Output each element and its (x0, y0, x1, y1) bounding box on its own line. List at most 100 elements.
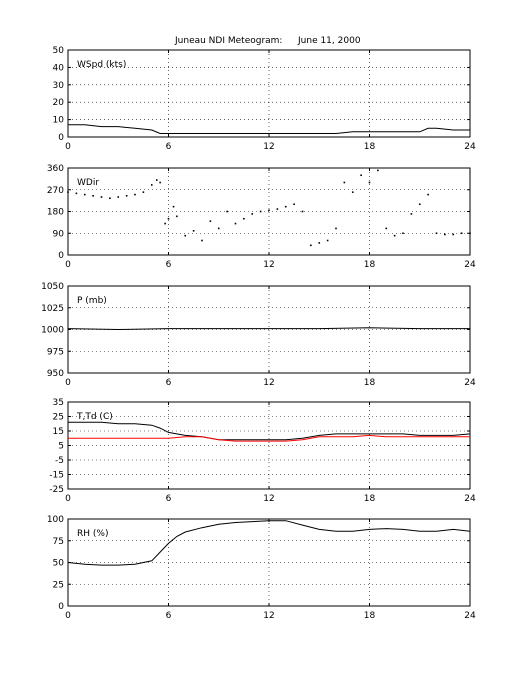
wdir-data-point (276, 208, 279, 210)
wspd-y-tick-label: 10 (53, 116, 65, 126)
wdir-panel: 0 6 12 18 24 0 90 180 270 360 WDir (47, 164, 476, 270)
rh-x-tick-label: 0 (65, 611, 71, 621)
wdir-data-point (385, 227, 388, 230)
temp-dewpoint-y-tick-label: -25 (49, 485, 64, 495)
pressure-y-tick-label: 1050 (41, 282, 64, 292)
temp-dewpoint-series-line-1 (68, 421, 471, 441)
temp-dewpoint-y-tick-label: -15 (49, 471, 64, 481)
pressure-series-line-1 (67, 327, 470, 331)
wdir-data-point (201, 239, 203, 242)
wdir-data-point (377, 169, 379, 172)
wdir-panel-label: WDir (77, 178, 99, 188)
wdir-data-point (284, 205, 287, 208)
wdir-data-point (184, 234, 187, 237)
wdir-data-point (251, 213, 254, 215)
wdir-data-point (67, 191, 69, 193)
wdir-data-point (301, 210, 304, 213)
wspd-y-tick-label: 0 (58, 133, 64, 143)
temp-dewpoint-panel: 0 6 12 18 24 -25 -15 -5 5 15 25 35 T,Td (C) (49, 398, 476, 504)
wdir-data-point (217, 227, 220, 230)
wdir-x-tick-label: 0 (65, 260, 71, 270)
rh-x-tick-label: 12 (263, 611, 274, 621)
wdir-y-tick-label: 0 (58, 251, 64, 261)
wdir-data-point (444, 233, 446, 236)
wdir-data-point (393, 234, 396, 237)
rh-x-tick-label: 6 (166, 611, 172, 621)
wspd-x-tick-label: 0 (65, 142, 71, 152)
wspd-panel: 0 6 12 18 24 0 10 20 30 40 50 WSpd (kts) (53, 46, 476, 152)
pressure-y-tick-label: 975 (47, 347, 64, 357)
wdir-y-tick-label: 90 (53, 229, 65, 239)
wdir-x-tick-label: 18 (364, 260, 376, 270)
temp-dewpoint-x-tick-label: 0 (65, 494, 71, 504)
wdir-data-point (351, 191, 354, 193)
wdir-data-point (172, 205, 175, 208)
rh-panel: 0 6 12 18 24 0 25 50 75 100 RH (%) (47, 515, 476, 621)
rh-panel-label: RH (%) (77, 529, 108, 539)
temp-dewpoint-x-tick-label: 12 (263, 494, 274, 504)
rh-x-tick-label: 24 (464, 611, 476, 621)
pressure-y-tick-label: 950 (47, 369, 64, 379)
wdir-data-point (310, 244, 312, 247)
wspd-x-tick-label: 18 (364, 142, 376, 152)
wdir-data-point (326, 239, 329, 242)
wdir-data-point (150, 184, 153, 186)
wdir-data-point (435, 232, 438, 235)
wdir-y-tick-label: 180 (47, 208, 64, 218)
wspd-y-tick-label: 40 (53, 63, 65, 73)
wspd-x-tick-label: 24 (464, 142, 476, 152)
wdir-data-point (164, 222, 166, 225)
pressure-y-tick-label: 1025 (41, 304, 64, 314)
wdir-data-point (452, 233, 455, 236)
temp-dewpoint-panel-label: T,Td (C) (76, 412, 113, 422)
pressure-x-tick-label: 6 (166, 378, 172, 388)
pressure-y-tick-label: 1000 (41, 326, 64, 336)
temp-dewpoint-y-tick-label: 5 (58, 442, 64, 452)
wdir-data-point (226, 210, 228, 213)
wspd-x-tick-label: 6 (166, 142, 172, 152)
temp-dewpoint-y-tick-label: -5 (55, 456, 64, 466)
wdir-data-point (109, 197, 111, 200)
rh-x-tick-label: 18 (364, 611, 376, 621)
pressure-x-tick-label: 0 (65, 378, 71, 388)
temp-dewpoint-y-tick-label: 15 (53, 427, 64, 437)
wdir-data-point (243, 217, 245, 220)
rh-y-tick-label: 25 (53, 580, 64, 590)
wdir-data-point (259, 210, 262, 213)
temp-dewpoint-x-tick-label: 18 (364, 494, 376, 504)
wdir-data-point (360, 174, 362, 177)
wdir-x-tick-label: 24 (464, 260, 476, 270)
wdir-data-point (134, 193, 136, 196)
wspd-y-tick-label: 30 (53, 81, 65, 91)
pressure-x-tick-label: 12 (263, 378, 274, 388)
wspd-x-tick-label: 12 (263, 142, 274, 152)
wdir-data-point (318, 242, 321, 244)
wdir-data-point (125, 194, 128, 197)
wdir-data-point (410, 213, 413, 215)
pressure-x-tick-label: 18 (364, 378, 376, 388)
figure-title-date: June 11, 2000 (297, 36, 361, 46)
rh-y-tick-label: 100 (47, 515, 64, 525)
wdir-x-tick-label: 6 (166, 260, 172, 270)
wspd-series-line-1 (68, 124, 470, 134)
wdir-data-point (402, 232, 404, 235)
wdir-data-point (176, 215, 178, 218)
wdir-data-point (159, 181, 161, 184)
temp-dewpoint-x-tick-label: 6 (166, 494, 172, 504)
wdir-y-tick-label: 270 (47, 186, 64, 196)
figure-title-station: Juneau NDI Meteogram: (174, 36, 282, 46)
wdir-data-point (234, 222, 237, 225)
temp-dewpoint-x-tick-label: 24 (464, 494, 476, 504)
wdir-data-point (343, 181, 346, 184)
pressure-panel-label: P (mb) (77, 296, 107, 306)
wdir-x-tick-label: 12 (263, 260, 274, 270)
wdir-data-point (83, 193, 86, 196)
temp-dewpoint-series-line-2 (68, 434, 470, 442)
wspd-y-tick-label: 50 (53, 46, 65, 56)
wspd-panel-label: WSpd (kts) (77, 60, 126, 70)
pressure-x-tick-label: 24 (464, 378, 476, 388)
wdir-data-point (335, 227, 337, 230)
wspd-plot-frame (67, 49, 471, 138)
